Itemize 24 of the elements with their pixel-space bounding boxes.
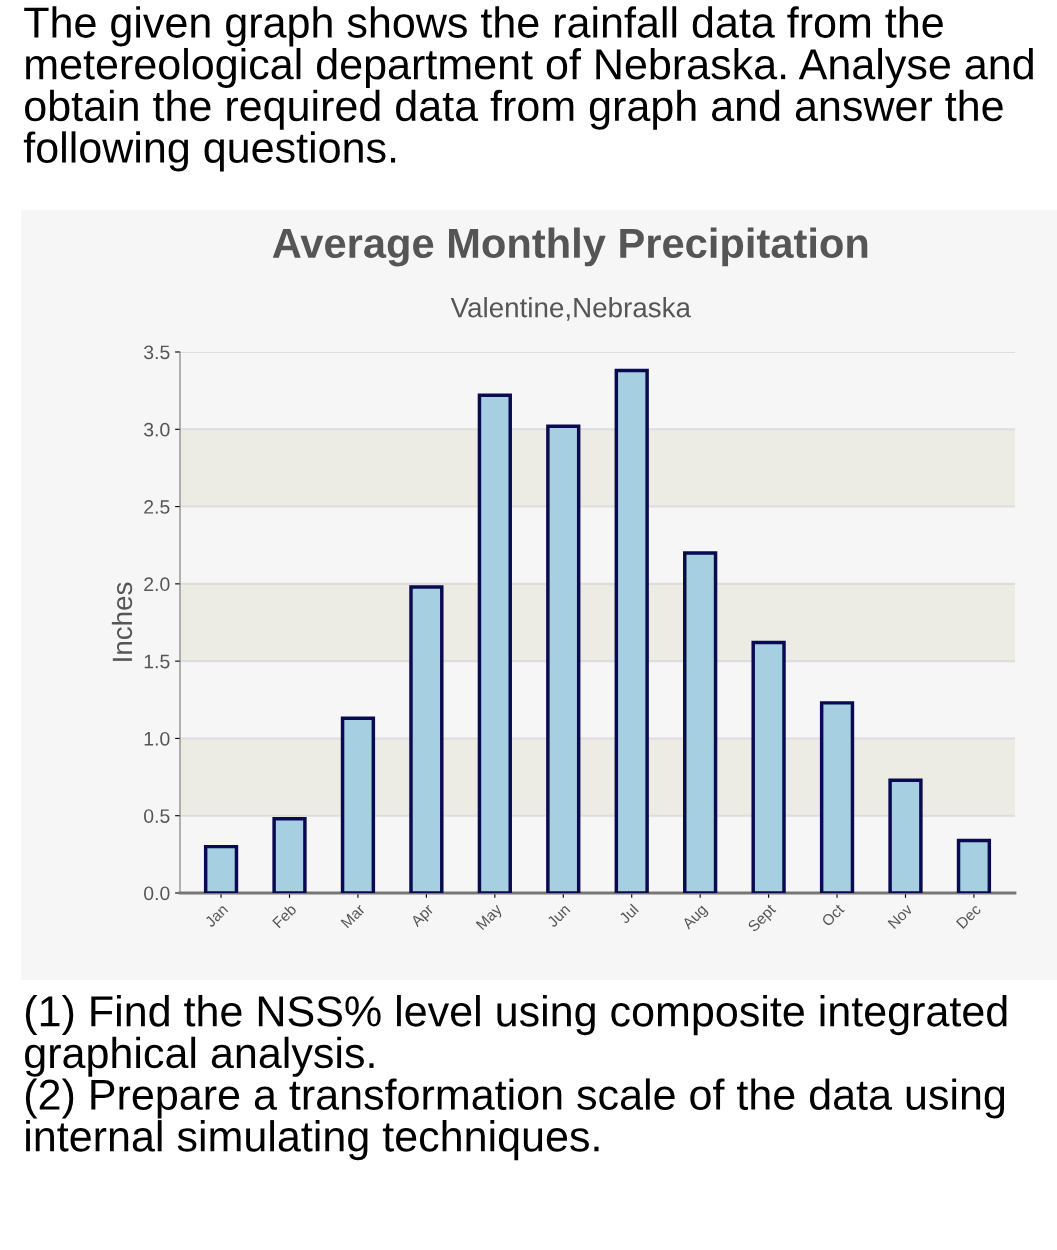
chart-subtitle: Valentine,Nebraska [450, 297, 691, 321]
x-tick-label: Dec [956, 903, 982, 929]
y-tick-label: 3.5 [143, 345, 170, 360]
y-tick-label: 2.5 [144, 500, 170, 514]
x-tick-label: Jun [546, 903, 571, 928]
y-tick-label: 1.0 [144, 731, 170, 746]
y-axis-title: Inches [111, 582, 133, 661]
x-tick-label: Jan [204, 903, 229, 928]
y-tick-label: 0.5 [144, 809, 170, 823]
x-tick-label: Jul [618, 903, 639, 925]
y-tick-label: 0.0 [144, 886, 170, 901]
x-tick-label: Apr [410, 903, 437, 930]
y-tick-label: 2.0 [144, 577, 170, 592]
x-tick-label: Feb [271, 903, 297, 929]
x-tick-label: Aug [681, 903, 710, 932]
text: The given graph shows the rainfall data from the metereological department of Nebraska. Analyse and obtain the required data from graph and answer the following questions. [23, 6, 1033, 172]
y-tick-label: 1.5 [144, 654, 170, 669]
x-tick-label: Mar [340, 903, 366, 929]
y-tick-label: 3.0 [143, 422, 170, 437]
x-tick-label: Nov [887, 903, 914, 929]
x-tick-label: Oct [821, 903, 845, 927]
x-tick-label: May [475, 903, 505, 933]
text: (1) Find the NSS% level using composite integrated graphical analysis. (2) Prepare a transformation scale of the data using internal simulating techniques. [25, 995, 1007, 1161]
chart-title: Average Monthly Precipitation [272, 227, 868, 267]
